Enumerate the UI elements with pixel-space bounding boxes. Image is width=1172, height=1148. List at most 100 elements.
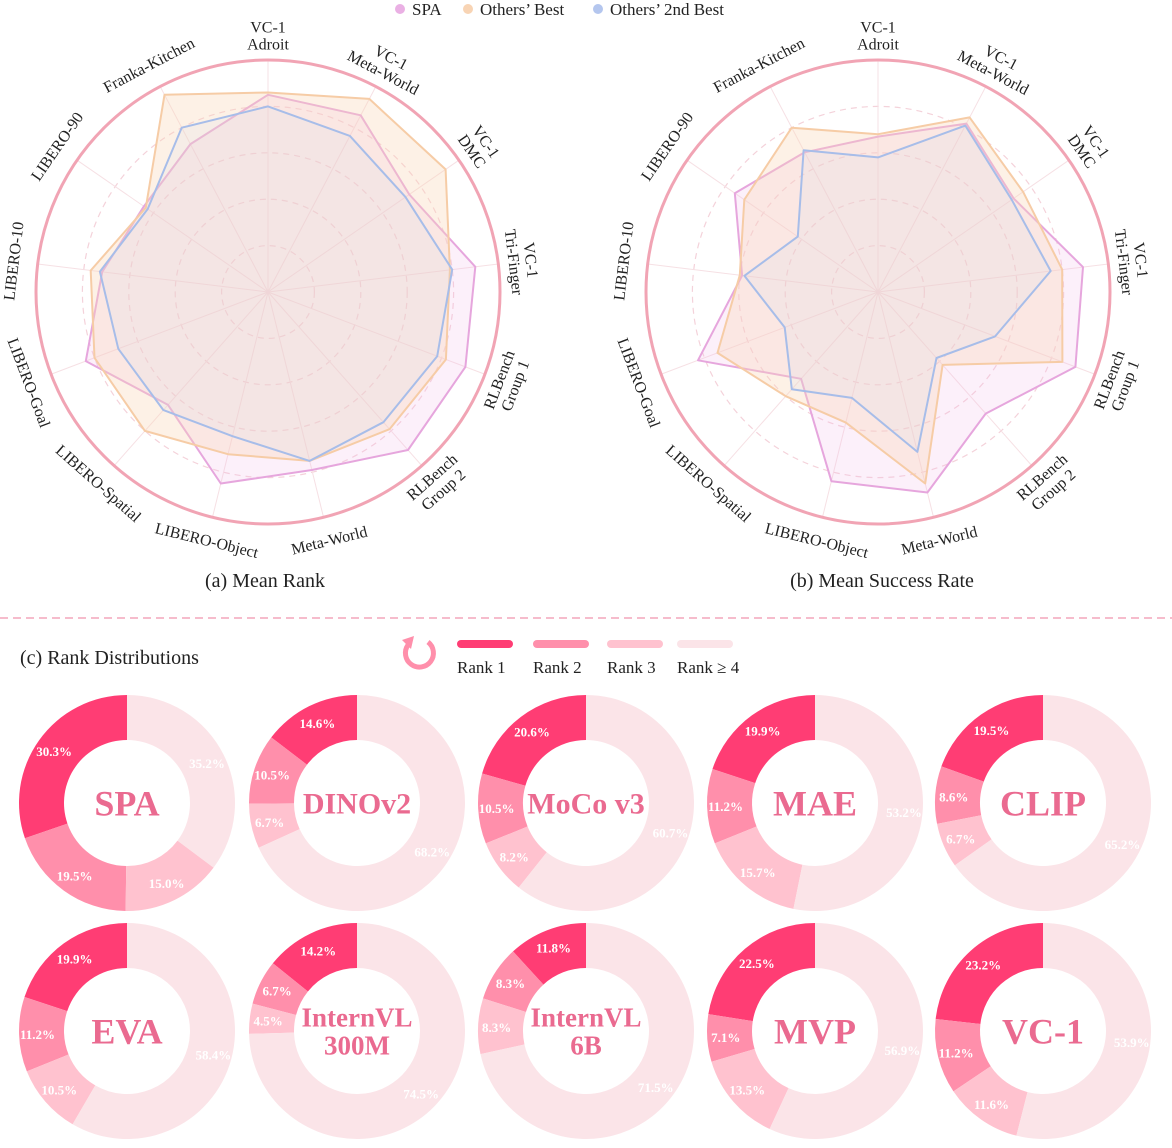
donut-vc-1: 23.2% 11.2% 11.6% 53.9% VC-1 (934, 922, 1151, 1139)
slice-label: 14.2% (300, 943, 336, 958)
slice-label: 11.2% (939, 1045, 974, 1060)
rank-legend-label: Rank 3 (607, 658, 656, 677)
donut-internvl-6b: 11.8% 8.3% 8.3% 71.5% InternVL 6B (478, 923, 694, 1139)
axis-label: LIBERO-90 (638, 109, 697, 184)
axis-label: Franka-Kitchen (101, 35, 198, 97)
radial-spoke (37, 263, 269, 293)
radial-spoke (877, 291, 935, 518)
slice-label: 13.5% (729, 1083, 765, 1098)
radial-spoke (267, 291, 423, 466)
donut-center-label-line: VC-1 (1002, 1012, 1084, 1052)
donut-slice (935, 766, 984, 824)
radar-b-title: (b) Mean Success Rate (790, 570, 974, 592)
axis-label: LIBERO-Goal (613, 336, 663, 431)
axis-label: LIBERO-Goal (3, 336, 53, 431)
slice-label: 11.8% (536, 941, 571, 956)
axis-label-line: LIBERO-10 (611, 221, 637, 302)
donut-section-title: (c) Rank Distributions (20, 647, 199, 669)
donut-mae: 19.9% 11.2% 15.7% 53.2% MAE (707, 695, 924, 912)
axis-label: VC-1Meta-World (954, 33, 1039, 99)
donut-slice (485, 826, 547, 888)
radial-spoke (211, 291, 269, 518)
axis-label: VC-1 Adroit (857, 20, 899, 54)
slice-label: 8.3% (496, 976, 525, 991)
donut-grid: 30.3% 19.5% 15.0% 35.2% SPA 14.6% 10.5% 6.7% 68.… (19, 695, 1152, 1140)
slice-label: 10.5% (479, 801, 515, 816)
donut-slice (258, 695, 465, 911)
axis-label: LIBERO-10 (1, 221, 27, 302)
donut-spa: 30.3% 19.5% 15.0% 35.2% SPA (19, 695, 236, 911)
slice-label: 11.6% (974, 1097, 1009, 1112)
axis-label-line: Adroit (247, 37, 289, 54)
axis-label-line: LIBERO-Goal (3, 336, 53, 431)
slice-label: 19.5% (57, 869, 93, 884)
radial-spoke (877, 263, 1109, 293)
donut-slice (1016, 922, 1151, 1139)
donut-slice (249, 803, 300, 848)
donut-slice (712, 695, 815, 784)
slice-label: 14.6% (300, 716, 336, 731)
axis-label-line: VC-1 (1129, 241, 1150, 278)
grid-ring (174, 198, 362, 386)
slice-label: 56.9% (885, 1043, 921, 1058)
donut-center-label-line: MoCo v3 (527, 788, 644, 821)
legend-label: Others’ 2nd Best (610, 0, 724, 19)
donut-center-label: EVA (91, 1012, 162, 1052)
radial-spoke (686, 159, 879, 293)
outer-ring (644, 58, 1112, 526)
donut-center-label: CLIP (1000, 784, 1086, 824)
radial-spoke (267, 86, 377, 293)
slice-label: 19.5% (974, 723, 1010, 738)
axis-label: VC-1Tri-Finger (1111, 226, 1153, 296)
donut-center-label-line: MAE (773, 784, 857, 824)
grid-ring (830, 245, 925, 340)
slice-label: 6.7% (946, 831, 975, 846)
legend-label: Others’ Best (480, 0, 564, 19)
axis-label: LIBERO-Spatial (662, 442, 754, 526)
donut-center-label: MVP (774, 1012, 856, 1052)
slice-label: 60.7% (653, 826, 689, 841)
donut-slice (478, 998, 526, 1055)
axis-label: VC-1Tri-Finger (501, 226, 543, 296)
radial-spoke (50, 291, 269, 375)
donut-internvl-300m: 14.2% 6.7% 4.5% 74.5% InternVL 300M (249, 923, 465, 1140)
radar-chart-mean-success-rate: VC-1 Adroit VC-1Meta-WorldVC-1DMCVC-1Tri-F… (611, 20, 1153, 563)
axis-label-line: Meta-World (900, 524, 980, 559)
donut-slice (19, 996, 69, 1072)
axis-label: LIBERO-Object (763, 520, 870, 562)
axis-label-line: LIBERO-Object (153, 520, 260, 562)
axis-label-line: LIBERO-90 (28, 109, 87, 184)
series-polygon-spa (697, 122, 1084, 494)
donut-slice (935, 923, 1043, 1024)
donut-center-label-line: 300M (324, 1031, 390, 1061)
series-polygon-others-best (89, 91, 451, 462)
donut-slice (793, 695, 924, 912)
donut-center-label: MoCo v3 (527, 788, 644, 821)
donut-slice (26, 1054, 96, 1125)
radial-spoke (267, 291, 325, 518)
rank-legend-label: Rank 2 (533, 658, 582, 677)
donut-center-label-line: CLIP (1000, 784, 1086, 824)
axis-label: RLBenchGroup 2 (404, 451, 472, 517)
axis-label-line: LIBERO-Object (763, 520, 870, 562)
radial-spoke (76, 159, 269, 293)
donut-slice (249, 923, 465, 1140)
slice-label: 30.3% (36, 744, 72, 759)
legend-marker (593, 4, 603, 14)
radial-spoke (113, 291, 269, 466)
radar-legend: SPA Others’ Best Others’ 2nd Best (395, 0, 724, 19)
series-polygon-others-2nd-best (98, 105, 454, 462)
donut-moco-v3: 20.6% 10.5% 8.2% 60.7% MoCo v3 (478, 695, 694, 912)
axis-label-line: VC-1 (860, 20, 896, 37)
axis-label: LIBERO-10 (611, 221, 637, 302)
donut-slice (711, 1048, 789, 1130)
axis-label-line: Tri-Finger (501, 228, 526, 296)
donut-slice (19, 695, 127, 839)
radar-chart-mean-rank: VC-1 Adroit VC-1Meta-WorldVC-1DMCVC-1Tri-F… (1, 20, 543, 563)
donut-slice (513, 923, 586, 985)
axis-label-line: Meta-World (290, 524, 370, 559)
slice-label: 11.2% (708, 799, 743, 814)
slice-label: 68.2% (414, 844, 450, 859)
slice-label: 10.5% (254, 768, 290, 783)
